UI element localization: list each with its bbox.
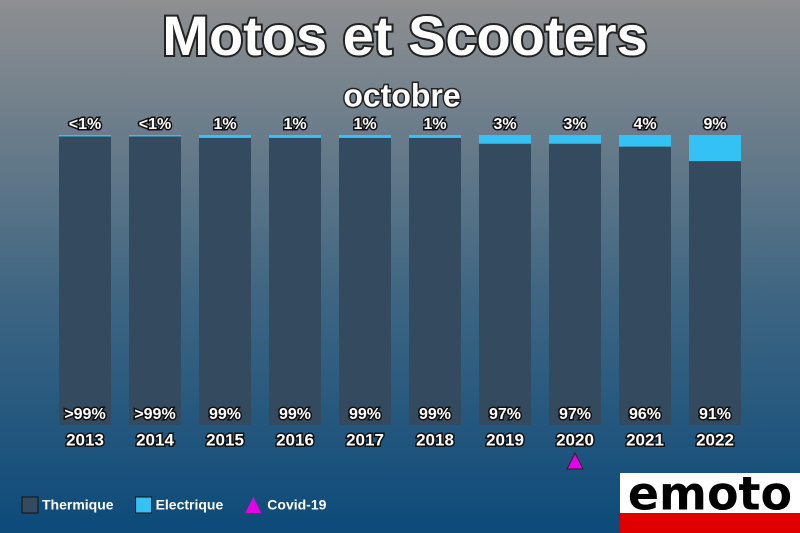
- value-label: 97%: [559, 406, 591, 423]
- legend-label: Electrique: [156, 497, 224, 513]
- bar-segment: [339, 135, 391, 138]
- value-label: 97%: [489, 406, 521, 423]
- x-tick-label: 2014: [136, 430, 174, 449]
- value-label: 1%: [353, 116, 376, 133]
- annotation-marker: [566, 451, 584, 470]
- value-label: <1%: [69, 116, 101, 133]
- x-tick-label: 2020: [556, 430, 594, 449]
- x-tick-label: 2019: [486, 430, 524, 449]
- value-label: 3%: [563, 116, 586, 133]
- x-tick-label: 2021: [626, 430, 664, 449]
- value-label: 1%: [213, 116, 236, 133]
- logo-text: emoto: [628, 467, 792, 521]
- bar-segment: [549, 143, 601, 425]
- value-label: >99%: [134, 406, 175, 423]
- legend-swatch: [21, 496, 39, 514]
- value-label: 99%: [419, 406, 451, 423]
- value-label: 1%: [283, 116, 306, 133]
- x-tick-label: 2018: [416, 430, 454, 449]
- bar-segment: [479, 143, 531, 425]
- bar-segment: [199, 135, 251, 138]
- logo: emoto: [620, 467, 800, 533]
- bar-segment: [59, 136, 111, 425]
- value-label: 4%: [633, 116, 656, 133]
- bar-segment: [129, 135, 181, 137]
- bar-segment: [409, 137, 461, 425]
- bar-segment: [619, 135, 671, 147]
- logo-band: [620, 473, 800, 513]
- value-label: 9%: [703, 116, 726, 133]
- legend-marker: [245, 497, 262, 513]
- value-label: 99%: [279, 406, 311, 423]
- value-label: >99%: [64, 406, 105, 423]
- bar-segment: [549, 135, 601, 144]
- x-tick-label: 2013: [66, 430, 104, 449]
- bar-segment: [129, 136, 181, 425]
- legend-swatch: [135, 496, 153, 514]
- bar-segment: [409, 135, 461, 138]
- value-label: 99%: [349, 406, 381, 423]
- value-label: 99%: [209, 406, 241, 423]
- bar-segment: [59, 135, 111, 137]
- bar-segment: [269, 135, 321, 138]
- value-label: 3%: [493, 116, 516, 133]
- chart-subtitle: octobre: [343, 77, 460, 113]
- bar-segment: [269, 137, 321, 425]
- value-label: 96%: [629, 406, 661, 423]
- x-tick-label: 2016: [276, 430, 314, 449]
- chart-title: Motos et Scooters: [162, 4, 647, 67]
- x-tick-label: 2017: [346, 430, 384, 449]
- bar-segment: [339, 137, 391, 425]
- bar-segment: [619, 146, 671, 425]
- legend-label: Covid-19: [267, 497, 326, 513]
- bar-segment: [199, 137, 251, 425]
- legend-label: Thermique: [42, 497, 114, 513]
- value-label: <1%: [139, 116, 171, 133]
- value-label: 1%: [423, 116, 446, 133]
- bar-segment: [689, 161, 741, 425]
- value-label: 91%: [699, 406, 731, 423]
- x-tick-label: 2015: [206, 430, 244, 449]
- x-tick-label: 2022: [696, 430, 734, 449]
- bar-segment: [479, 135, 531, 144]
- bar-segment: [689, 135, 741, 162]
